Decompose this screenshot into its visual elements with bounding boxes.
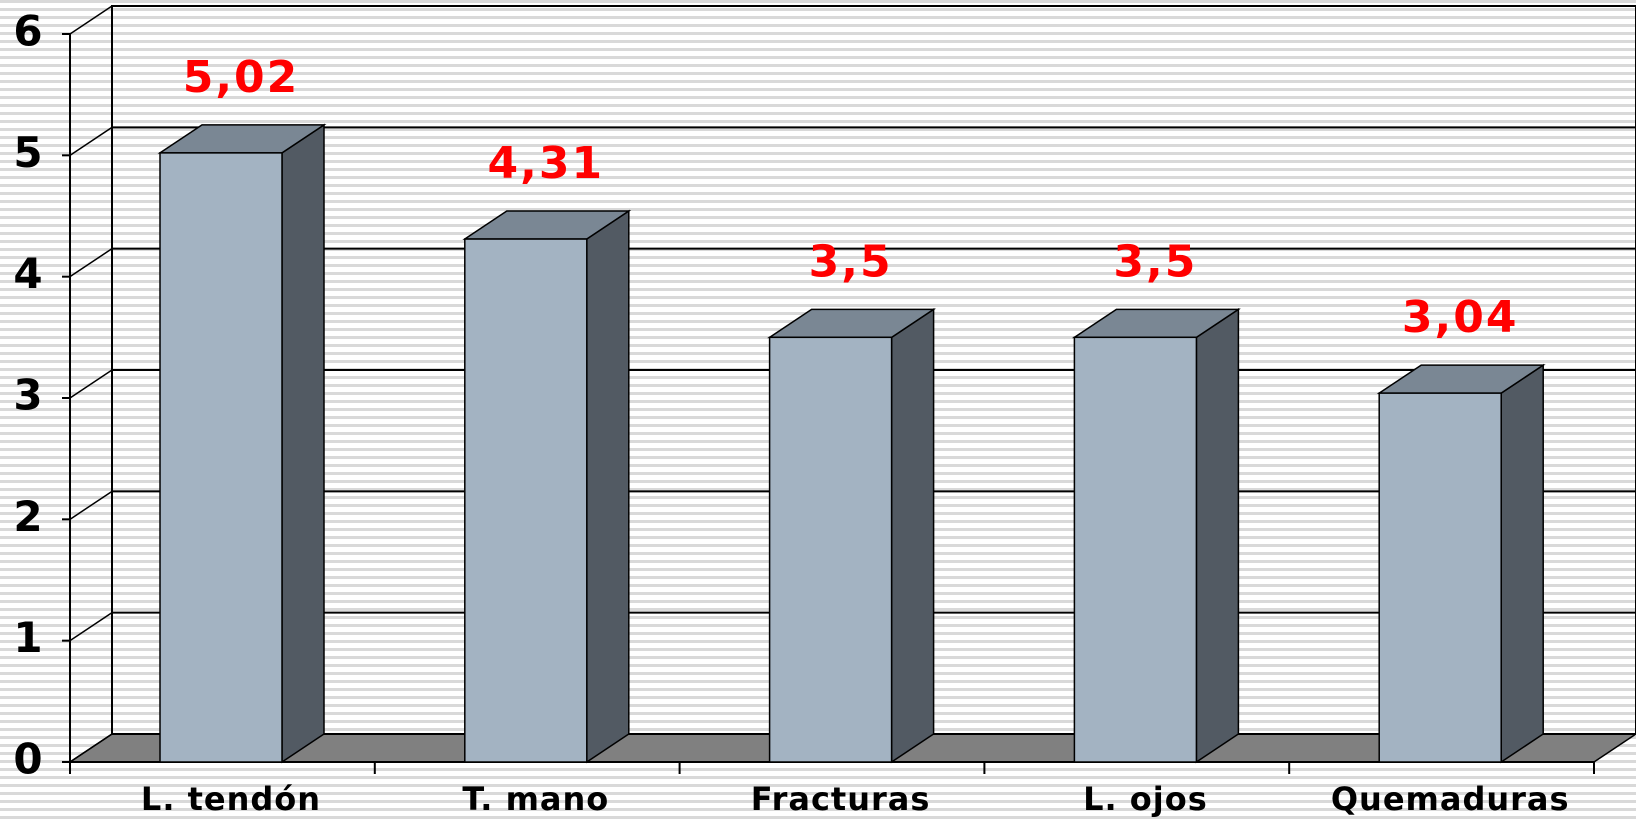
grid-line: [69, 126, 113, 156]
bar-side: [281, 123, 325, 764]
x-tick-label: T. mano: [462, 780, 609, 818]
y-tick-label: 6: [13, 7, 42, 56]
bar-side: [890, 307, 935, 764]
y-tick-label: 0: [13, 735, 42, 784]
grid-line: [69, 248, 113, 278]
x-tick-label: Fracturas: [751, 780, 931, 818]
bar: [1073, 336, 1198, 763]
x-tick-label: L. tendón: [141, 780, 321, 818]
bar: [464, 238, 588, 763]
value-label: 3,04: [1402, 292, 1519, 343]
value-label: 3,5: [809, 236, 893, 287]
grid-line: [69, 369, 113, 399]
x-tick-label: Quemaduras: [1331, 780, 1570, 818]
y-tick-label: 3: [13, 371, 42, 420]
bar-side: [1500, 363, 1544, 764]
y-tick-label: 2: [13, 492, 42, 541]
value-label: 4,31: [488, 138, 605, 189]
value-label: 5,02: [183, 52, 300, 103]
y-tick-label: 1: [13, 613, 42, 662]
bar-side: [586, 209, 630, 764]
grid-line: [69, 612, 113, 642]
value-label: 3,5: [1113, 236, 1197, 287]
bar: [1378, 392, 1502, 763]
bar-side: [1195, 307, 1240, 764]
grid-line: [69, 733, 113, 763]
bar: [768, 336, 893, 763]
grid-line: [69, 5, 113, 35]
bar: [159, 152, 283, 763]
y-tick-label: 5: [13, 128, 42, 177]
grid-line: [69, 490, 113, 520]
y-tick-label: 4: [13, 249, 42, 298]
x-tick-label: L. ojos: [1083, 780, 1208, 818]
